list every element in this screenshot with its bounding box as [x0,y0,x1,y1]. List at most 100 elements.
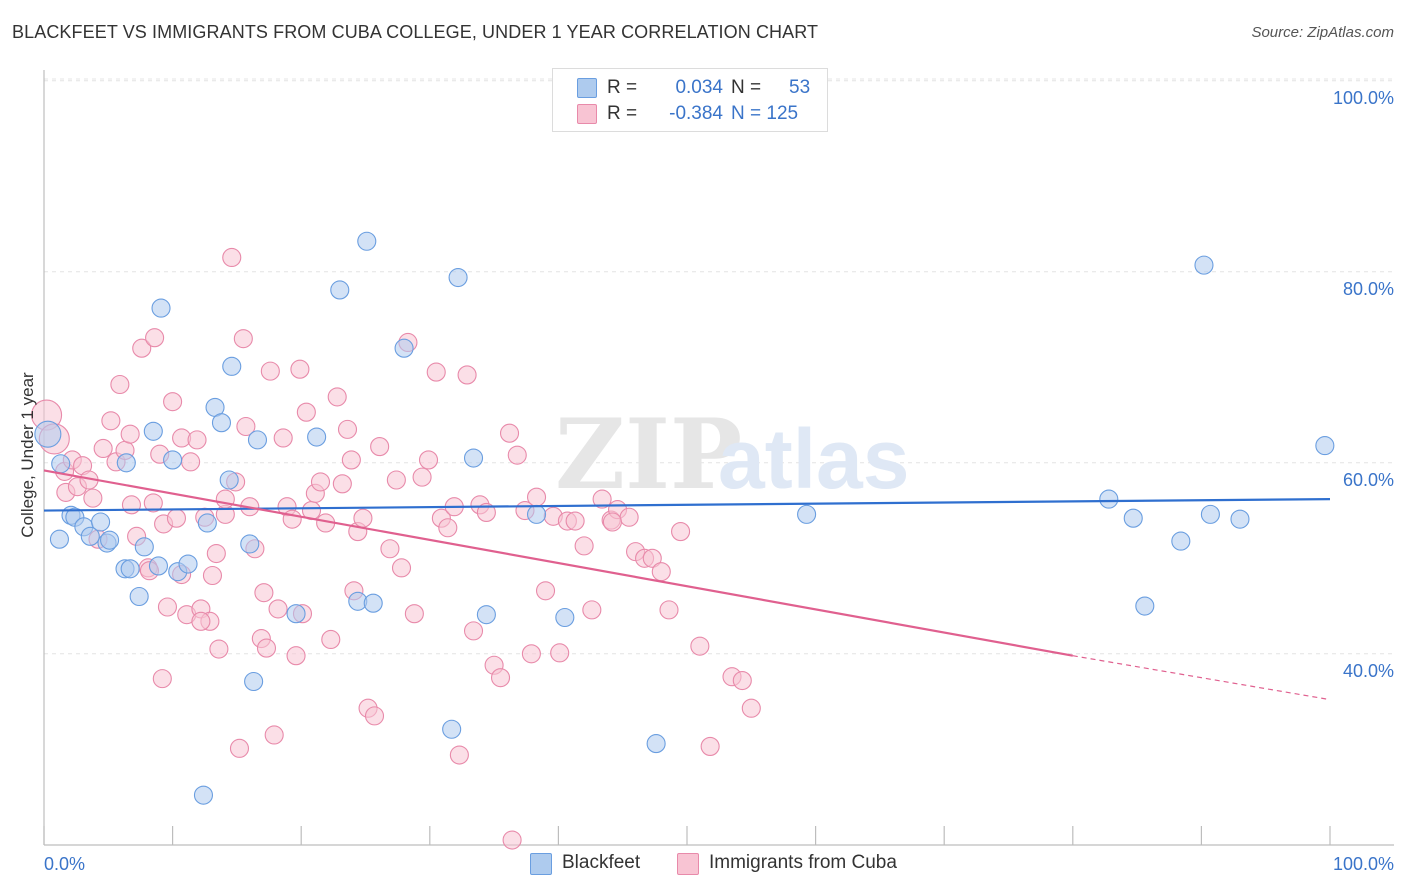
trend-lines [43,469,1331,701]
point-cuba [651,562,671,582]
point-cuba [236,416,256,437]
axes [43,70,1394,846]
point-blackfeet [49,529,69,549]
point-blackfeet [219,470,239,490]
point-cuba [310,472,331,492]
point-cuba [110,374,130,395]
point-blackfeet [394,338,414,358]
point-cuba [659,600,679,620]
point-blackfeet [197,513,217,533]
point-cuba [181,452,201,472]
point-cuba [404,604,424,624]
point-blackfeet [51,454,71,474]
y-tick-label: 100.0% [1333,88,1394,108]
point-cuba [690,636,710,656]
legend-n-label: N = [731,77,762,98]
point-cuba [282,509,302,529]
point-cuba [166,508,187,528]
point-cuba [157,597,178,617]
point-cuba [260,361,280,381]
point-cuba [741,698,761,718]
point-blackfeet [463,448,484,468]
point-cuba [152,669,172,689]
point-cuba [535,581,556,601]
point-blackfeet [1230,509,1250,529]
point-cuba [438,518,458,538]
point-cuba [332,474,352,494]
point-cuba [290,359,310,379]
y-tick-label: 40.0% [1343,661,1394,681]
point-cuba [121,495,141,515]
chart-title: BLACKFEET VS IMMIGRANTS FROM CUBA COLLEG… [12,22,819,42]
point-blackfeet [129,586,149,607]
legend: R = 0.034 N = 53 R = -0.384 N = 125 [552,68,828,132]
point-blackfeet [240,534,260,554]
point-cuba [499,423,520,443]
point-blackfeet [116,453,136,473]
point-blackfeet [163,450,183,470]
point-cuba [602,512,622,532]
point-cuba [490,668,511,688]
point-blackfeet [448,267,468,288]
point-blackfeet [151,298,171,318]
y-axis-title: College, Under 1 year [18,372,37,538]
point-blackfeet [307,427,327,447]
x-tick-label: 100.0% [1333,854,1394,874]
bottom-legend-swatch-blackfeet [530,853,552,875]
point-cuba [264,725,284,745]
point-blackfeet [80,526,100,546]
point-cuba [619,507,639,527]
point-cuba [526,487,547,507]
point-blackfeet [211,413,232,433]
point-cuba [507,445,527,465]
point-blackfeet [555,607,575,628]
point-cuba [463,621,484,641]
bottom-legend-label-cuba: Immigrants from Cuba [709,852,897,873]
point-cuba [671,522,691,542]
legend-r-label: R = [607,77,638,98]
point-blackfeet [148,556,169,576]
y-tick-label: 60.0% [1343,470,1394,490]
point-cuba [163,392,183,412]
bottom-legend-swatch-cuba [677,853,699,875]
point-cuba [550,643,570,663]
point-cuba [222,247,242,268]
point-cuba [268,599,288,619]
point-cuba [642,548,662,568]
point-cuba [582,600,602,620]
point-blackfeet [91,512,111,532]
point-cuba [391,558,412,578]
grid-lines [44,78,1394,655]
point-blackfeet [526,504,547,524]
point-blackfeet [797,504,817,524]
x-tick-label: 0.0% [44,854,85,874]
point-blackfeet [247,430,268,450]
watermark: ZIP atlas [555,398,909,511]
chart-source: Source: ZipAtlas.com [1251,24,1394,41]
point-blackfeet [1123,508,1143,528]
point-blackfeet [100,530,120,550]
point-cuba [145,328,165,348]
point-blackfeet [222,356,242,376]
legend-r-value: 0.034 [675,77,723,98]
point-cuba [364,706,385,726]
point-blackfeet [357,231,377,251]
point-blackfeet [476,605,496,625]
point-blackfeet [120,559,140,579]
point-cuba [380,539,400,559]
point-blackfeet [1099,489,1119,509]
point-cuba [191,611,211,631]
point-blackfeet [442,719,462,739]
point-cuba [254,583,274,603]
point-cuba [574,536,594,556]
point-blackfeet [646,734,666,754]
watermark-zip: ZIP [555,398,742,511]
legend-n-label: N = 125 [731,103,799,124]
trend-line-cuba [43,469,1073,657]
point-cuba [341,450,361,470]
y-tick-label: 80.0% [1343,279,1394,299]
point-cuba [93,438,113,459]
point-blackfeet [134,537,154,557]
point-cuba [418,450,439,470]
